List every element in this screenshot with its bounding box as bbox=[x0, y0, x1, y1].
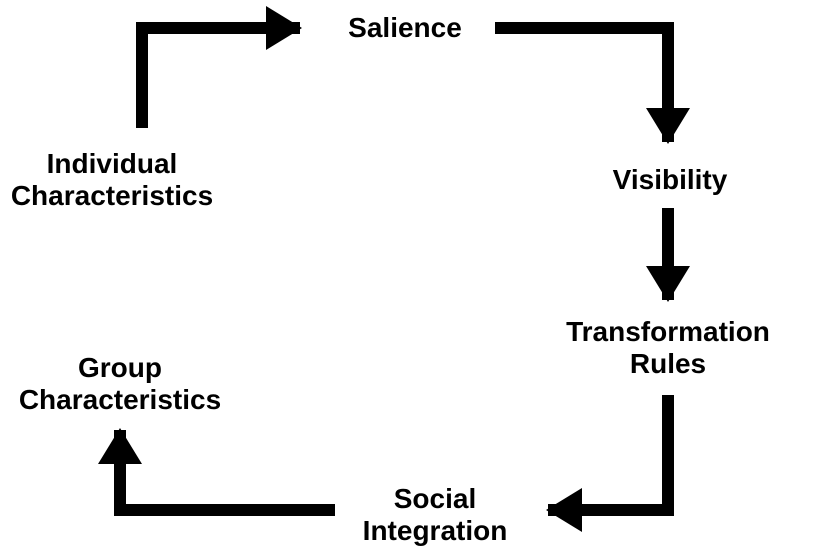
edges-layer bbox=[0, 0, 825, 560]
node-group-characteristics: Group Characteristics bbox=[19, 352, 221, 416]
node-individual-characteristics: Individual Characteristics bbox=[11, 148, 213, 212]
node-salience: Salience bbox=[348, 12, 462, 44]
edge-soc-to-grp bbox=[120, 430, 335, 510]
node-visibility: Visibility bbox=[613, 164, 728, 196]
edge-trn-to-soc bbox=[548, 395, 668, 510]
diagram-stage: Salience Visibility Transformation Rules… bbox=[0, 0, 825, 560]
node-transformation-rules: Transformation Rules bbox=[566, 316, 770, 380]
edge-sal-to-vis bbox=[495, 28, 668, 142]
node-social-integration: Social Integration bbox=[363, 483, 508, 547]
edge-ind-to-sal bbox=[142, 28, 300, 128]
